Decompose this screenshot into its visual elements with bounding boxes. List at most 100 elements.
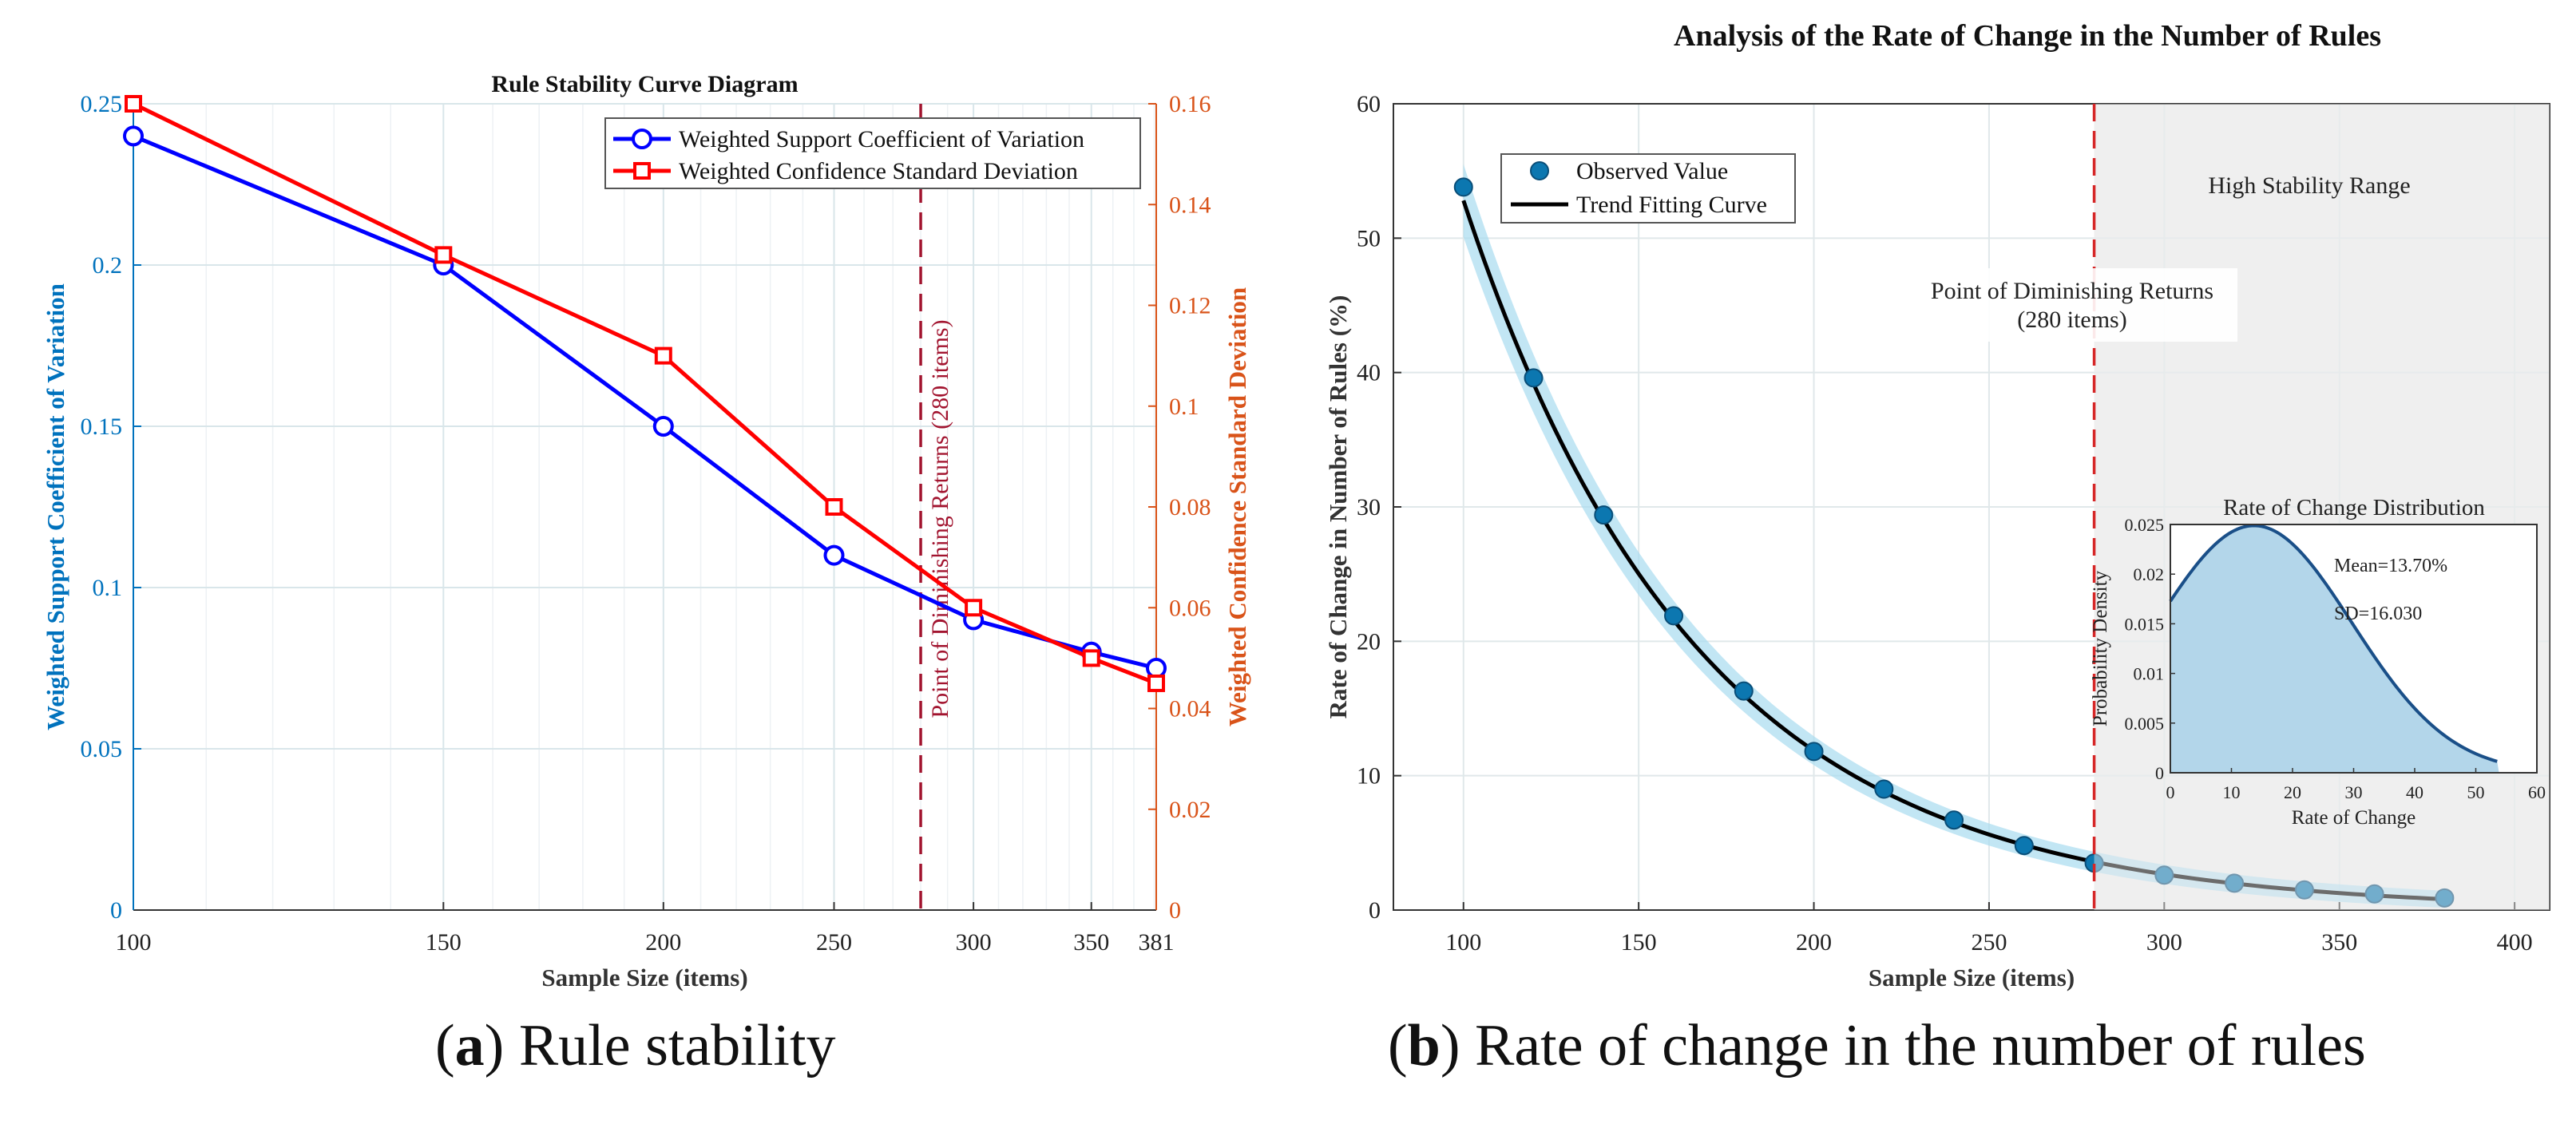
legend-marker-square — [633, 162, 651, 180]
data-point-support-2 — [652, 416, 674, 437]
observed-point-13 — [2364, 884, 2384, 904]
data-point-confidence-6 — [1147, 674, 1165, 692]
observed-point-11 — [2225, 873, 2245, 893]
inset-x-tick-label: 0 — [2166, 782, 2175, 802]
x-tick-label-a: 300 — [956, 929, 992, 956]
observed-point-7 — [1944, 810, 1964, 830]
inset-y-tick-label: 0.01 — [2134, 664, 2165, 684]
y-tick-label-left-a: 0.2 — [93, 252, 123, 279]
region-fade — [2094, 104, 2550, 910]
observed-point-10 — [2154, 865, 2174, 885]
caption-b: (b) Rate of change in the number of rule… — [1388, 1013, 2366, 1078]
x-tick-label-a: 250 — [816, 929, 852, 956]
vline-label-a: Point of Diminishing Returns (280 items) — [927, 319, 953, 718]
y-tick-label-b: 40 — [1357, 360, 1381, 386]
chart-a: 100 150 200 250 300 350 381 0 0.05 0.1 0.15 0.2 0.25… — [42, 71, 1251, 991]
observed-point-14 — [2435, 888, 2455, 908]
data-point-confidence-3 — [825, 498, 843, 516]
y-tick-label-right-a: 0.1 — [1169, 394, 1199, 420]
x-tick-label-b: 200 — [1796, 929, 1832, 956]
x-tick-label-a: 381 — [1139, 929, 1175, 956]
legend-box-b — [1500, 153, 1796, 224]
observed-point-8 — [2014, 836, 2034, 856]
observed-point-6 — [1874, 779, 1894, 799]
inset-chart: 0 10 20 30 40 50 60 0 0.005 0.01 0.015 0.02 0.025 Rat… — [2090, 495, 2546, 829]
plot-area-a — [133, 104, 1156, 910]
inset-x-tick-label: 30 — [2345, 782, 2363, 802]
legend-box-a — [604, 117, 1141, 189]
y-tick-label-right-a: 0.14 — [1169, 192, 1211, 218]
x-axis-label-a: Sample Size (items) — [541, 964, 747, 991]
x-tick-label-a: 350 — [1073, 929, 1109, 956]
data-point-confidence-4 — [965, 599, 983, 617]
y-tick-label-left-a: 0.05 — [81, 736, 123, 762]
inset-sd-annotation: SD=16.030 — [2334, 604, 2422, 624]
y-tick-label-right-a: 0.02 — [1169, 797, 1211, 823]
caption-a: (a) Rule stability — [435, 1013, 836, 1078]
y-axis-label-left-a: Weighted Support Coefficient of Variatio… — [42, 283, 69, 730]
vline-label-b: Point of Diminishing Returns — [1931, 278, 2213, 304]
x-axis-label-b: Sample Size (items) — [1869, 964, 2075, 991]
observed-point-5 — [1804, 742, 1824, 762]
x-tick-label-a: 200 — [645, 929, 681, 956]
y-tick-label-b: 60 — [1357, 91, 1381, 117]
x-tick-label-a: 100 — [116, 929, 152, 956]
inset-x-tick-label: 50 — [2467, 782, 2485, 802]
y-tick-label-right-a: 0.06 — [1169, 595, 1211, 621]
legend-marker-observed — [1530, 161, 1549, 180]
data-point-confidence-5 — [1082, 649, 1100, 667]
legend-b: Observed Value Trend Fitting Curve — [1500, 153, 1796, 224]
data-point-confidence-1 — [434, 246, 453, 264]
y-tick-label-right-a: 0 — [1169, 897, 1181, 924]
data-point-confidence-0 — [125, 95, 142, 113]
observed-point-3 — [1664, 606, 1684, 626]
vline-label2-b: (280 items) — [2017, 307, 2126, 333]
inset-y-tick-label: 0.025 — [2125, 515, 2165, 535]
chart-title-b: Analysis of the Rate of Change in the Nu… — [1674, 19, 2381, 53]
legend-label-observed: Observed Value — [1576, 158, 1728, 184]
vline-label-bg — [1907, 268, 2237, 342]
observed-point-1 — [1524, 368, 1544, 388]
y-tick-label-left-a: 0.15 — [81, 414, 123, 440]
y-tick-label-left-a: 0.25 — [81, 91, 123, 117]
x-tick-label-b: 150 — [1621, 929, 1657, 956]
y-tick-label-right-a: 0.16 — [1169, 91, 1211, 117]
data-point-support-3 — [823, 544, 845, 566]
legend-label-1: Weighted Confidence Standard Deviation — [679, 158, 1078, 184]
data-point-support-0 — [123, 125, 144, 147]
observed-point-2 — [1594, 505, 1614, 525]
x-tick-label-a: 150 — [426, 929, 462, 956]
x-tick-label-b: 250 — [1971, 929, 2007, 956]
inset-x-tick-label: 10 — [2223, 782, 2241, 802]
inset-x-tick-label: 40 — [2406, 782, 2423, 802]
inset-y-tick-label: 0.015 — [2125, 614, 2165, 634]
legend-label-fit: Trend Fitting Curve — [1576, 192, 1767, 218]
observed-point-12 — [2294, 880, 2314, 900]
inset-y-label: Probability Density — [2090, 570, 2111, 726]
inset-y-tick-label: 0 — [2155, 763, 2164, 783]
inset-x-tick-label: 60 — [2528, 782, 2546, 802]
y-tick-label-right-a: 0.12 — [1169, 293, 1211, 319]
inset-y-tick-label: 0.005 — [2125, 714, 2165, 734]
legend-label-0: Weighted Support Coefficient of Variatio… — [679, 126, 1084, 152]
legend-a: Weighted Support Coefficient of Variatio… — [604, 117, 1141, 189]
inset-y-tick-label: 0.02 — [2134, 564, 2165, 584]
observed-point-4 — [1734, 681, 1754, 701]
data-point-confidence-2 — [654, 346, 672, 365]
y-axis-label-b: Rate of Change in Number of Rules (%) — [1324, 295, 1352, 719]
inset-title: Rate of Change Distribution — [2223, 495, 2485, 520]
x-tick-label-b: 300 — [2146, 929, 2182, 956]
x-tick-label-b: 400 — [2497, 929, 2533, 956]
inset-x-tick-label: 20 — [2284, 782, 2301, 802]
y-tick-label-b: 0 — [1369, 897, 1381, 924]
inset-x-label: Rate of Change — [2292, 807, 2416, 829]
plot-frame-b — [1393, 103, 2550, 911]
inset-density-curve — [2169, 524, 2498, 763]
y-tick-label-b: 50 — [1357, 225, 1381, 251]
high-stability-label: High Stability Range — [2208, 172, 2410, 199]
y-axis-label-right-a: Weighted Confidence Standard Deviation — [1223, 287, 1251, 726]
observed-point-0 — [1453, 177, 1473, 197]
x-tick-label-b: 350 — [2321, 929, 2357, 956]
legend-marker-circle — [632, 129, 652, 149]
